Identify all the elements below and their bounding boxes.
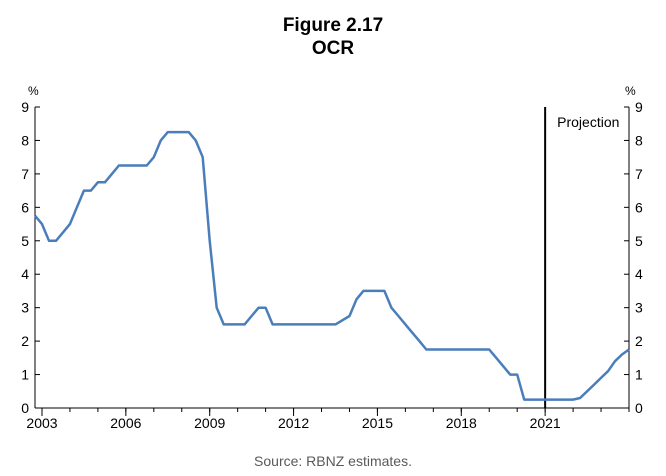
figure-title-block: Figure 2.17 OCR bbox=[0, 14, 666, 60]
y-tick-label-left: 0 bbox=[21, 400, 29, 416]
y-tick-label-left: 3 bbox=[21, 300, 29, 316]
x-tick-label: 2009 bbox=[194, 415, 225, 431]
chart-title: OCR bbox=[311, 38, 355, 59]
y-tick-label-left: 2 bbox=[21, 333, 29, 349]
y-tick-label-right: 8 bbox=[635, 132, 643, 148]
x-tick-label: 2015 bbox=[362, 415, 393, 431]
y-tick-label-left: 5 bbox=[21, 233, 29, 249]
x-tick-label: 2018 bbox=[446, 415, 477, 431]
x-tick-label: 2012 bbox=[278, 415, 309, 431]
y-tick-label-left: 7 bbox=[21, 166, 29, 182]
ocr-series-line bbox=[34, 130, 630, 401]
y-tick-label-right: 0 bbox=[635, 400, 643, 416]
y-tick-label-left: 8 bbox=[21, 132, 29, 148]
x-tick-label: 2003 bbox=[26, 415, 57, 431]
y-unit-label-left: % bbox=[28, 84, 39, 98]
projection-label: Projection bbox=[557, 114, 619, 130]
y-tick-label-right: 4 bbox=[635, 266, 643, 282]
y-tick-label-right: 5 bbox=[635, 233, 643, 249]
y-tick-label-right: 9 bbox=[635, 99, 643, 115]
y-tick-label-left: 9 bbox=[21, 99, 29, 115]
figure-number-title: Figure 2.17 bbox=[282, 15, 384, 36]
y-tick-label-right: 7 bbox=[635, 166, 643, 182]
y-tick-label-right: 3 bbox=[635, 300, 643, 316]
y-tick-label-left: 4 bbox=[21, 266, 29, 282]
y-tick-label-left: 6 bbox=[21, 199, 29, 215]
y-unit-label-right: % bbox=[625, 84, 636, 98]
y-tick-label-right: 6 bbox=[635, 199, 643, 215]
y-tick-label-right: 2 bbox=[635, 333, 643, 349]
x-tick-label: 2021 bbox=[530, 415, 561, 431]
y-tick-label-right: 1 bbox=[635, 367, 643, 383]
y-tick-label-left: 1 bbox=[21, 367, 29, 383]
source-note: Source: RBNZ estimates. bbox=[254, 453, 412, 469]
x-tick-label: 2006 bbox=[110, 415, 141, 431]
